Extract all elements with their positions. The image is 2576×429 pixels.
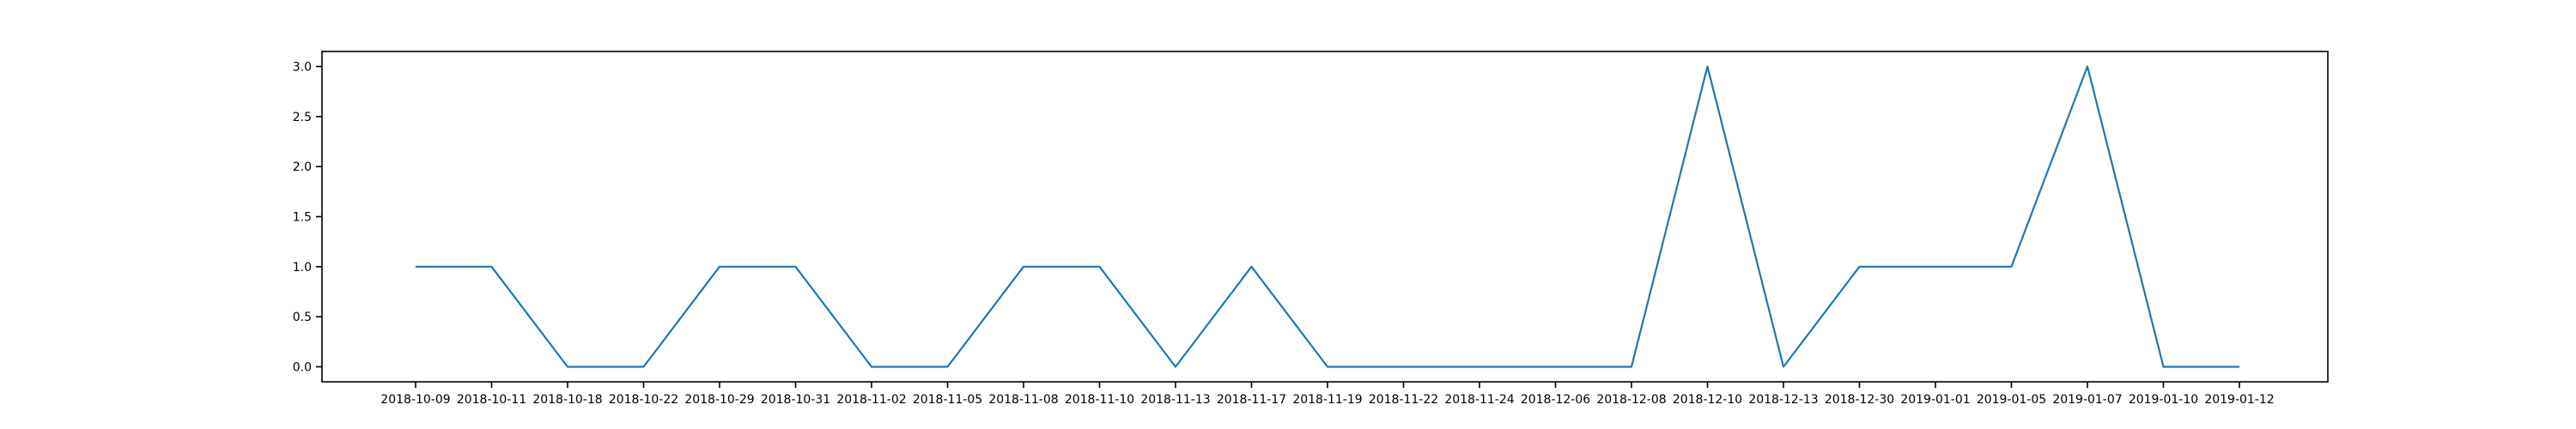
x-tick-label: 2018-11-17 (1217, 393, 1286, 407)
x-tick-label: 2019-01-05 (1977, 393, 2046, 407)
x-tick-label: 2018-10-09 (380, 393, 450, 407)
y-tick-label: 2.5 (293, 111, 312, 124)
x-tick-label: 2018-11-24 (1444, 393, 1514, 407)
x-tick-label: 2018-12-13 (1748, 393, 1818, 407)
y-tick-label: 0.5 (293, 311, 312, 324)
plot-area (416, 65, 2239, 368)
y-tick-label: 1.5 (293, 211, 312, 225)
x-tick-label: 2018-12-10 (1673, 393, 1742, 407)
y-tick-label: 0.0 (293, 361, 312, 375)
x-tick-label: 2019-01-10 (2129, 393, 2198, 407)
x-tick-label: 2018-10-18 (532, 393, 602, 407)
x-tick-label: 2018-11-10 (1065, 393, 1134, 407)
axes-frame (321, 51, 2329, 383)
x-tick-label: 2018-10-31 (761, 393, 830, 407)
x-tick-label: 2018-12-06 (1521, 393, 1590, 407)
x-tick-label: 2019-01-07 (2052, 393, 2122, 407)
x-tick-label: 2018-11-08 (988, 393, 1058, 407)
x-axis: 2018-10-09 2018-10-11 2018-10-18 2018-10-22… (380, 382, 2275, 407)
y-tick-label: 1.0 (293, 261, 312, 275)
x-tick-label: 2018-11-05 (913, 393, 982, 407)
x-tick-label: 2019-01-12 (2204, 393, 2274, 407)
x-tick-label: 2018-11-13 (1140, 393, 1210, 407)
series-line (416, 65, 2239, 368)
x-tick-label: 2019-01-01 (1900, 393, 1970, 407)
x-tick-label: 2018-11-02 (836, 393, 906, 407)
x-tick-label: 2018-10-11 (457, 393, 526, 407)
x-tick-label: 2018-12-30 (1825, 393, 1894, 407)
y-tick-label: 3.0 (293, 61, 312, 75)
y-axis: 0.0 0.5 1.0 1.5 2.0 2.5 3.0 (293, 61, 322, 375)
x-tick-label: 2018-11-22 (1369, 393, 1438, 407)
x-tick-label: 2018-10-29 (684, 393, 754, 407)
x-tick-label: 2018-12-08 (1596, 393, 1666, 407)
x-tick-label: 2018-11-19 (1292, 393, 1362, 407)
y-tick-label: 2.0 (293, 160, 312, 174)
x-tick-label: 2018-10-22 (609, 393, 678, 407)
